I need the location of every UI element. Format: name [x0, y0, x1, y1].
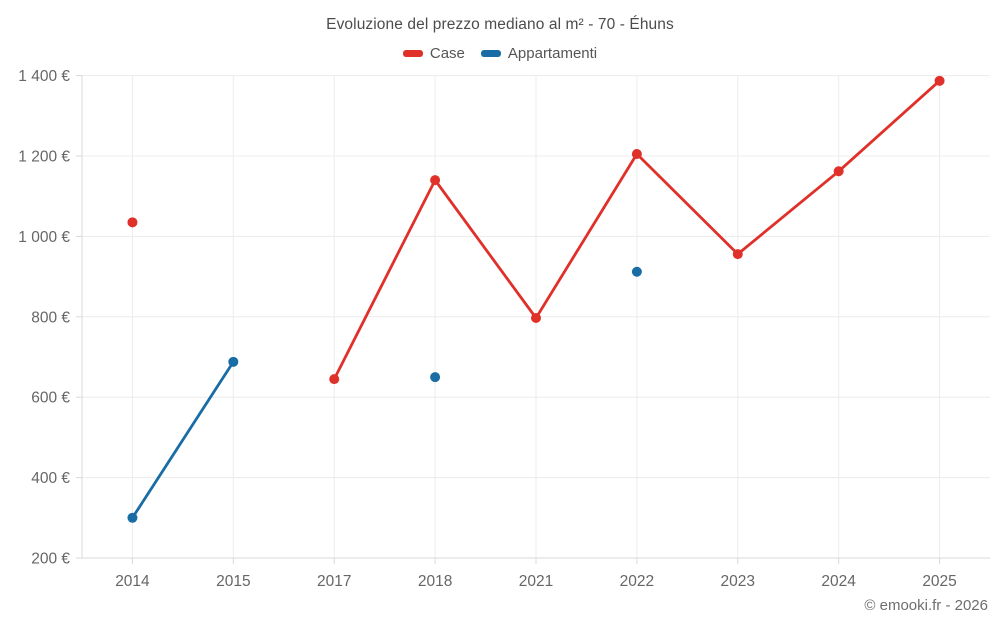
chart-title: Evoluzione del prezzo mediano al m² - 70… [326, 16, 674, 33]
y-tick-label: 400 € [31, 470, 70, 487]
x-tick-label: 2021 [519, 573, 553, 590]
x-tick-label: 2014 [115, 573, 150, 590]
legend-label-case: Case [429, 45, 465, 62]
x-tick-label: 2022 [620, 573, 654, 590]
legend-label-appartamenti: Appartamenti [507, 45, 598, 62]
x-tick-label: 2015 [216, 573, 250, 590]
point-appartamenti-2018[interactable] [430, 372, 441, 383]
attribution: © emooki.fr - 2026 [864, 597, 988, 614]
legend: Case Appartamenti [0, 45, 1000, 62]
series-line-appartamenti [131, 361, 235, 519]
y-tick-label: 200 € [31, 551, 70, 568]
legend-item-case[interactable]: Case [402, 45, 465, 62]
legend-item-appartamenti[interactable]: Appartamenti [480, 45, 598, 62]
x-tick-label: 2023 [721, 573, 755, 590]
point-case-2018[interactable] [430, 175, 441, 186]
point-appartamenti-2022[interactable] [631, 266, 642, 277]
point-case-2022[interactable] [631, 148, 642, 159]
x-tick-label: 2018 [418, 573, 452, 590]
point-appartamenti-2015[interactable] [228, 356, 239, 367]
point-case-2025[interactable] [934, 75, 945, 86]
point-case-2014[interactable] [127, 217, 138, 228]
y-tick-label: 1 200 € [18, 149, 70, 166]
x-tick-label: 2017 [317, 573, 351, 590]
x-tick-label: 2024 [821, 573, 856, 590]
y-tick-label: 1 000 € [18, 229, 70, 246]
y-tick-label: 600 € [31, 390, 70, 407]
point-case-2024[interactable] [833, 166, 844, 177]
point-case-2023[interactable] [732, 249, 743, 260]
point-case-2021[interactable] [531, 313, 541, 324]
x-tick-label: 2025 [922, 573, 956, 590]
y-tick-label: 1 400 € [18, 68, 70, 85]
point-appartamenti-2014[interactable] [127, 512, 138, 523]
legend-swatch-appartamenti [480, 50, 501, 57]
y-tick-label: 800 € [31, 309, 70, 326]
point-case-2017[interactable] [329, 374, 340, 385]
legend-swatch-case [402, 50, 423, 57]
